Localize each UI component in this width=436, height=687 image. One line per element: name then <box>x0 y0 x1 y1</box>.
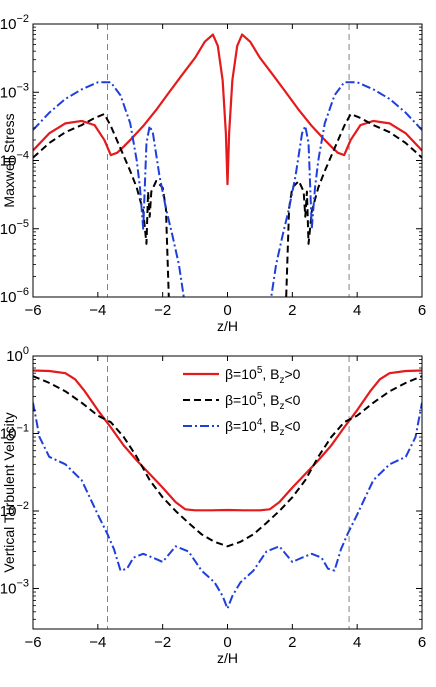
y-tick-base: 10 <box>0 580 16 597</box>
x-tick-label: 2 <box>288 634 296 651</box>
y-tick-label: 10−6 <box>0 286 29 306</box>
x-tick-label: −6 <box>24 302 41 319</box>
y-tick-label: 10−1 <box>0 422 29 442</box>
y-tick-exponent: −5 <box>16 218 29 230</box>
y-tick-exponent: 0 <box>23 345 29 357</box>
y-tick-label: 10−5 <box>0 218 29 238</box>
series-line <box>33 369 422 512</box>
x-tick-label: −2 <box>154 302 171 319</box>
legend-field: , B <box>262 366 279 382</box>
y-tick-base: 10 <box>0 503 16 520</box>
y-tick-label: 10−3 <box>0 81 29 101</box>
y-tick-base: 10 <box>0 16 16 33</box>
y-tick-exponent: −4 <box>16 150 29 162</box>
x-tick-label: 4 <box>353 302 361 319</box>
y-axis-label: Maxwell Stress <box>1 113 17 207</box>
y-tick-base: 10 <box>0 153 16 170</box>
legend-label: β=105, Bz<0 <box>225 391 301 412</box>
x-tick-label: 6 <box>418 634 426 651</box>
y-tick-label: 10−4 <box>0 150 29 170</box>
x-tick-label: −4 <box>89 634 106 651</box>
x-tick-label: 6 <box>418 302 426 319</box>
x-axis-label: z/H <box>217 318 238 334</box>
legend-beta-exponent: 5 <box>257 391 263 402</box>
y-tick-exponent: −1 <box>16 422 29 434</box>
y-tick-exponent: −3 <box>16 81 29 93</box>
legend-sign: <0 <box>285 392 301 408</box>
series-line <box>33 402 422 610</box>
series-line <box>270 81 422 297</box>
y-tick-base: 10 <box>0 425 16 442</box>
y-axis-label: Vertical Turbulent Velocity <box>1 412 17 572</box>
y-tick-exponent: −6 <box>16 286 29 298</box>
legend-beta: β=10 <box>225 366 257 382</box>
series-line <box>33 33 422 186</box>
series-line <box>33 81 185 297</box>
y-tick-label: 10−2 <box>0 13 29 33</box>
series-line <box>33 113 170 297</box>
maxwell-stress-panel: −6 −4 −2 0 2 4 6z/H10−610−510−410−310−2Maxwell… <box>0 13 426 334</box>
legend-sign: >0 <box>285 366 301 382</box>
y-tick-base: 10 <box>0 289 16 306</box>
legend: β=105, Bz>0β=105, Bz<0β=104, Bz<0 <box>183 365 301 438</box>
legend-field-subscript: z <box>280 375 285 386</box>
series-line <box>285 113 422 297</box>
legend-field-subscript: z <box>280 427 285 438</box>
series-group <box>33 33 422 297</box>
x-tick-label: −6 <box>24 634 41 651</box>
legend-field-subscript: z <box>280 401 285 412</box>
legend-beta: β=10 <box>225 418 257 434</box>
series-group <box>33 369 422 610</box>
y-tick-exponent: −2 <box>16 13 29 25</box>
y-tick-label: 100 <box>6 345 29 365</box>
y-tick-base: 10 <box>0 221 16 238</box>
y-tick-exponent: −3 <box>16 577 29 589</box>
x-axis-label: z/H <box>217 650 238 666</box>
legend-beta-exponent: 5 <box>257 365 263 376</box>
y-tick-exponent: −2 <box>16 500 29 512</box>
legend-label: β=105, Bz>0 <box>225 365 301 386</box>
y-tick-label: 10−3 <box>0 577 29 597</box>
y-tick-base: 10 <box>6 348 23 365</box>
legend-field: , B <box>262 392 279 408</box>
legend-field: , B <box>262 418 279 434</box>
x-tick-label: 0 <box>223 302 231 319</box>
y-tick-label: 10−2 <box>0 500 29 520</box>
x-tick-label: 0 <box>223 634 231 651</box>
x-tick-label: −4 <box>89 302 106 319</box>
legend-label: β=104, Bz<0 <box>225 417 301 438</box>
x-tick-label: −2 <box>154 634 171 651</box>
series-line <box>33 375 422 548</box>
legend-sign: <0 <box>285 418 301 434</box>
legend-beta: β=10 <box>225 392 257 408</box>
x-tick-label: 2 <box>288 302 296 319</box>
y-tick-base: 10 <box>0 84 16 101</box>
legend-beta-exponent: 4 <box>257 417 263 428</box>
x-tick-label: 4 <box>353 634 361 651</box>
